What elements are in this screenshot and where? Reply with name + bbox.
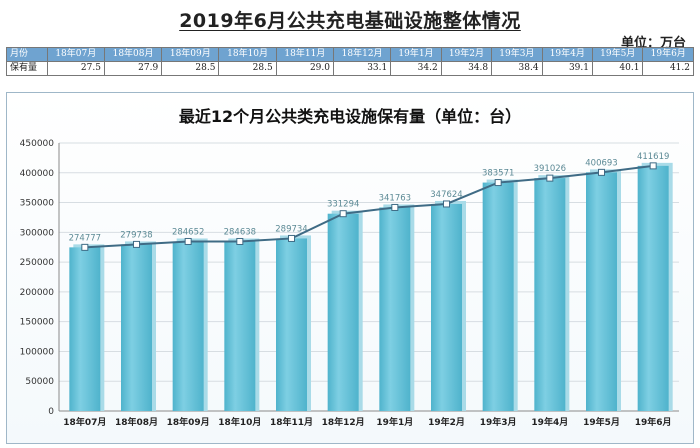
summary-table: 月份 18年07月 18年08月 18年09月 18年10月 18年11月 18年12月 1… (6, 47, 694, 76)
summary-value-cell: 28.5 (161, 61, 220, 76)
bar (431, 203, 462, 411)
bar (276, 238, 307, 411)
data-label: 383571 (482, 169, 514, 179)
data-label: 341763 (379, 193, 411, 203)
summary-month-cell: 18年08月 (103, 47, 163, 62)
chart-title: 最近12个月公共类充电设施保有量（单位：台） (178, 107, 522, 126)
trend-marker (339, 210, 347, 218)
trend-marker (133, 240, 140, 248)
summary-value-cell: 27.5 (46, 61, 105, 76)
data-label: 284652 (172, 227, 204, 237)
summary-month-cell: 19年6月 (642, 47, 694, 62)
summary-month-cell: 19年5月 (591, 47, 644, 62)
bar (379, 207, 411, 411)
summary-value-cell: 34.2 (390, 61, 442, 76)
data-label: 331294 (327, 200, 359, 210)
trend-marker (546, 174, 554, 182)
trend-marker (649, 162, 657, 170)
data-label: 274777 (69, 233, 101, 243)
data-label: 391026 (534, 164, 566, 174)
summary-month-cell: 18年10月 (218, 47, 277, 62)
y-tick-label: 350000 (20, 199, 55, 209)
summary-month-cell: 18年07月 (46, 47, 105, 62)
bar (534, 178, 566, 411)
x-tick-label: 19年1月 (376, 416, 413, 428)
y-tick-label: 250000 (20, 258, 55, 268)
bar (121, 244, 152, 411)
summary-month-cell: 19年3月 (491, 47, 543, 62)
x-tick-label: 18年11月 (270, 416, 313, 428)
summary-month-cell: 18年11月 (275, 47, 334, 62)
x-tick-label: 18年09月 (167, 416, 210, 428)
y-tick-label: 150000 (20, 318, 55, 328)
x-tick-label: 19年3月 (480, 416, 517, 428)
y-tick-label: 200000 (20, 288, 55, 298)
data-label: 279738 (120, 230, 152, 240)
summary-value-cell: 28.5 (218, 61, 277, 76)
summary-value-cell: 38.4 (491, 61, 543, 76)
y-tick-label: 400000 (20, 169, 55, 179)
summary-value-cell: 29.0 (275, 61, 334, 76)
row-value-label: 保有量 (6, 61, 48, 76)
x-tick-label: 19年6月 (635, 416, 672, 428)
summary-month-cell: 19年1月 (390, 47, 442, 62)
chart-frame: 最近12个月公共类充电设施保有量（单位：台） 0 50000 100000 15000… (6, 92, 694, 444)
y-tick-label: 0 (48, 407, 54, 417)
bar (637, 165, 669, 411)
summary-month-cell: 18年09月 (161, 47, 220, 62)
bar (69, 247, 101, 411)
summary-value-row: 保有量 27.5 27.9 28.5 28.5 29.0 33.1 34.2 34.8 38.4… (6, 61, 694, 76)
bar (327, 213, 359, 411)
row-header-label: 月份 (6, 47, 48, 62)
trend-marker (81, 243, 89, 251)
trend-marker (288, 234, 295, 242)
summary-month-cell: 19年4月 (541, 47, 594, 62)
x-tick-label: 18年10月 (218, 416, 261, 428)
data-label: 400693 (585, 158, 617, 168)
summary-value-cell: 27.9 (103, 61, 163, 76)
trend-marker (598, 168, 605, 176)
y-tick-label: 100000 (20, 347, 55, 357)
trend-marker (391, 203, 399, 211)
data-label: 289734 (275, 224, 307, 234)
x-tick-label: 19年2月 (428, 416, 465, 428)
summary-value-cell: 33.1 (332, 61, 392, 76)
trend-marker (494, 179, 502, 187)
y-tick-label: 450000 (20, 139, 55, 149)
bar (586, 172, 617, 411)
data-label: 347624 (430, 190, 462, 200)
summary-month-cell: 18年12月 (332, 47, 392, 62)
summary-header-row: 月份 18年07月 18年08月 18年09月 18年10月 18年11月 18年12月 1… (6, 47, 694, 62)
bar (172, 241, 204, 411)
bar (482, 182, 514, 411)
data-label: 284638 (224, 227, 256, 237)
x-tick-label: 19年5月 (583, 416, 620, 428)
x-tick-label: 19年4月 (531, 416, 568, 428)
y-tick-label: 50000 (25, 377, 54, 387)
bar-chart: 0 50000 100000 150000 200000 250000 300000 3500… (20, 139, 679, 428)
summary-month-cell: 19年2月 (440, 47, 493, 62)
summary-value-cell: 40.1 (591, 61, 644, 76)
trend-marker (443, 200, 450, 208)
bar (224, 241, 256, 411)
x-tick-label: 18年07月 (63, 416, 106, 428)
y-tick-label: 300000 (20, 228, 55, 238)
x-tick-label: 18年08月 (115, 416, 158, 428)
data-label: 411619 (637, 152, 669, 162)
trend-marker (184, 237, 192, 245)
summary-value-cell: 41.2 (642, 61, 694, 76)
summary-value-cell: 34.8 (440, 61, 493, 76)
page-title: 2019年6月公共充电基础设施整体情况 (179, 10, 521, 32)
trend-line (84, 164, 654, 249)
summary-value-cell: 39.1 (541, 61, 594, 76)
x-tick-label: 18年12月 (322, 416, 365, 428)
trend-marker (236, 237, 244, 245)
